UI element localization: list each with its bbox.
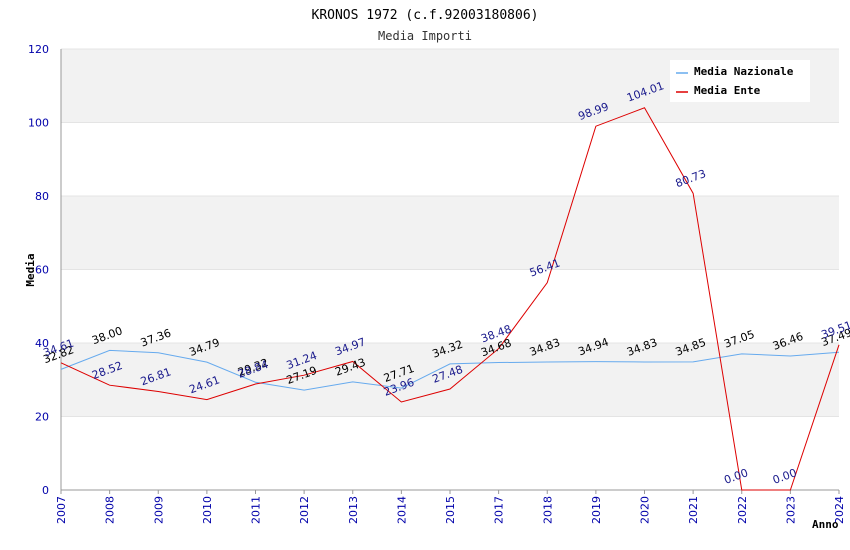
grid-band	[61, 343, 839, 417]
series-lines	[60, 107, 840, 491]
x-tick-label: 2021	[687, 496, 700, 524]
y-tick-label: 20	[35, 411, 49, 424]
x-tick-label: 2018	[541, 496, 554, 524]
legend: Media Nazionale Media Ente	[670, 60, 810, 102]
x-tick-label: 2010	[201, 496, 214, 524]
grid-band	[61, 122, 839, 196]
y-tick-label: 100	[28, 117, 49, 130]
x-tick-label: 2012	[298, 496, 311, 524]
grid-band	[61, 196, 839, 270]
grid-band	[61, 416, 839, 490]
x-tick-label: 2011	[250, 496, 263, 524]
grid-band	[61, 269, 839, 343]
y-axis-ticks: 0 20 40 60 80 100 120	[28, 43, 49, 497]
x-axis-label: Anno	[812, 518, 839, 531]
x-tick-label: 2022	[736, 496, 749, 524]
chart-title: KRONOS 1972 (c.f.92003180806)	[312, 8, 539, 23]
x-tick-label: 2007	[55, 496, 68, 524]
series-line-media-nazionale	[60, 349, 840, 391]
y-tick-label: 0	[42, 484, 49, 497]
x-tick-label: 2023	[784, 496, 797, 524]
y-tick-label: 120	[28, 43, 49, 56]
x-tick-label: 2009	[152, 496, 165, 524]
legend-label-media-nazionale: Media Nazionale	[694, 65, 794, 78]
legend-box	[670, 60, 810, 102]
legend-label-media-ente: Media Ente	[694, 84, 761, 97]
x-tick-label: 2014	[395, 496, 408, 524]
x-tick-label: 2019	[590, 496, 603, 524]
y-tick-label: 40	[35, 337, 49, 350]
x-tick-label: 2017	[493, 496, 506, 524]
y-axis-label: Media	[24, 253, 37, 286]
grid-bands	[61, 48, 839, 491]
x-tick-label: 2020	[639, 496, 652, 524]
x-tick-label: 2015	[444, 496, 457, 524]
chart-subtitle: Media Importi	[378, 29, 472, 43]
x-tick-label: 2013	[347, 496, 360, 524]
series-line-media-ente	[60, 107, 840, 491]
x-tick-label: 2024	[833, 496, 846, 524]
x-tick-label: 2008	[104, 496, 117, 524]
y-tick-label: 60	[35, 264, 49, 277]
x-axis-ticks: 2007 2008 2009 2010 2011 2012 2013 2014 2015 2017…	[55, 490, 846, 524]
y-tick-label: 80	[35, 190, 49, 203]
